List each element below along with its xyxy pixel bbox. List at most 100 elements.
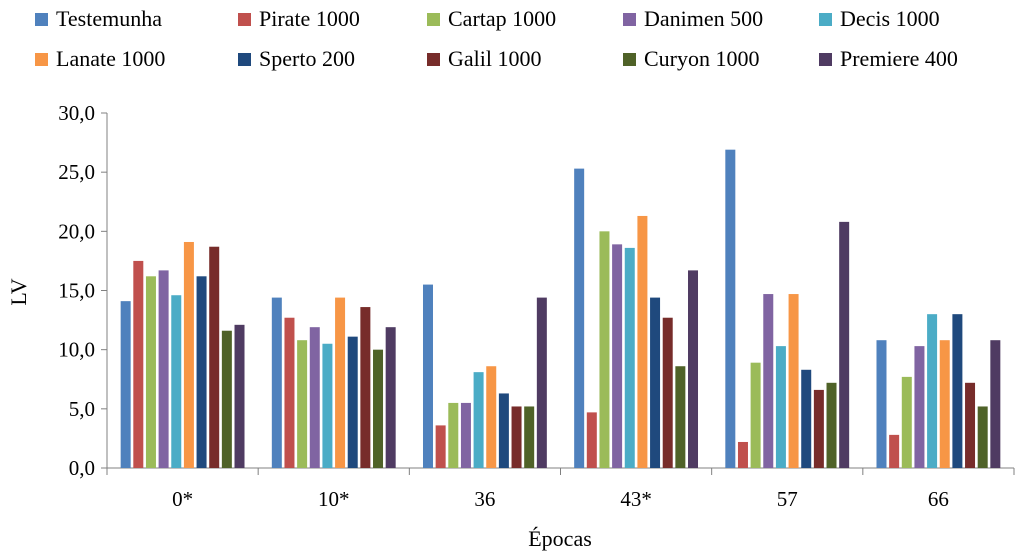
bar: [750, 362, 761, 468]
bar: [688, 270, 699, 468]
bar: [737, 441, 748, 468]
bar: [725, 149, 736, 468]
legend-item: Premiere 400: [819, 46, 958, 71]
y-tick-label: 25,0: [58, 160, 95, 184]
legend-swatch: [238, 52, 251, 66]
legend-item: Curyon 1000: [623, 46, 760, 71]
bar: [171, 295, 182, 468]
bar: [524, 406, 535, 468]
bar: [511, 406, 522, 468]
legend-item: Decis 1000: [819, 6, 940, 31]
x-tick-label: 0*: [172, 487, 193, 511]
legend-label: Sperto 200: [259, 46, 355, 71]
legend-swatch: [427, 52, 440, 66]
bar: [309, 327, 320, 468]
bar: [624, 247, 635, 468]
bar: [662, 317, 673, 468]
bar: [360, 307, 371, 468]
legend-item: Cartap 1000: [427, 6, 557, 31]
bar: [939, 340, 950, 468]
bar: [675, 366, 686, 468]
bar: [889, 434, 900, 468]
bar: [322, 343, 333, 468]
bar: [335, 297, 346, 468]
legend-swatch: [427, 12, 440, 26]
legend-swatch: [819, 52, 832, 66]
bar: [221, 330, 232, 468]
bar: [133, 260, 144, 468]
legend-label: Danimen 500: [644, 6, 764, 31]
bar: [650, 297, 661, 468]
legend-label: Testemunha: [56, 6, 162, 31]
x-tick-label: 43*: [620, 487, 652, 511]
legend-item: Danimen 500: [623, 6, 764, 31]
bar: [158, 270, 169, 468]
x-tick-label: 66: [928, 487, 949, 511]
bar: [347, 336, 358, 468]
legend-swatch: [623, 52, 636, 66]
bar: [486, 366, 497, 468]
bar: [448, 402, 459, 468]
legend-item: Testemunha: [35, 6, 162, 31]
legend-item: Galil 1000: [427, 46, 542, 71]
bar: [234, 324, 245, 468]
bar: [385, 327, 396, 468]
bar: [422, 284, 433, 468]
bar: [120, 301, 131, 468]
legend-label: Curyon 1000: [644, 46, 760, 71]
bar: [826, 382, 837, 468]
legend-label: Cartap 1000: [448, 6, 557, 31]
bar: [586, 412, 597, 468]
y-axis-title: LV: [6, 278, 31, 305]
bar: [460, 402, 471, 468]
bar: [599, 231, 610, 468]
legend-label: Pirate 1000: [259, 6, 360, 31]
legend-item: Lanate 1000: [35, 46, 166, 71]
bar: [813, 389, 824, 468]
bar: [801, 369, 812, 468]
x-tick-label: 10*: [318, 487, 350, 511]
bar: [498, 393, 509, 468]
bar: [839, 221, 850, 468]
bar: [637, 215, 648, 468]
bar: [788, 294, 799, 468]
bar: [927, 314, 938, 468]
legend-label: Lanate 1000: [56, 46, 166, 71]
y-tick-label: 30,0: [58, 101, 95, 125]
y-tick-label: 10,0: [58, 338, 95, 362]
bar: [145, 276, 156, 468]
bar: [435, 425, 446, 468]
legend-swatch: [238, 12, 251, 26]
x-axis-title: Épocas: [528, 526, 592, 551]
y-tick-label: 15,0: [58, 279, 95, 303]
bar: [990, 340, 1001, 468]
bar: [536, 297, 547, 468]
y-tick-label: 0,0: [69, 456, 95, 480]
bar: [271, 297, 282, 468]
legend-item: Pirate 1000: [238, 6, 360, 31]
legend-swatch: [623, 12, 636, 26]
bar: [914, 346, 925, 468]
bar: [775, 346, 786, 468]
bar: [297, 340, 308, 468]
bar: [209, 246, 220, 468]
legend-label: Premiere 400: [840, 46, 958, 71]
bar: [763, 294, 774, 468]
legend: Testemunha Pirate 1000 Cartap 1000 Danimen …: [0, 0, 1024, 80]
legend-swatch: [819, 12, 832, 26]
legend-swatch: [35, 12, 48, 26]
legend-item: Sperto 200: [238, 46, 355, 71]
bar: [901, 376, 912, 468]
bar: [284, 317, 295, 468]
bar: [373, 349, 384, 468]
bar: [876, 340, 887, 468]
x-tick-label: 57: [777, 487, 798, 511]
bar: [196, 276, 207, 468]
y-tick-label: 5,0: [69, 397, 95, 421]
bar: [183, 241, 194, 468]
bar: [952, 314, 963, 468]
bar: [977, 406, 988, 468]
legend-label: Galil 1000: [448, 46, 542, 71]
legend-label: Decis 1000: [840, 6, 940, 31]
